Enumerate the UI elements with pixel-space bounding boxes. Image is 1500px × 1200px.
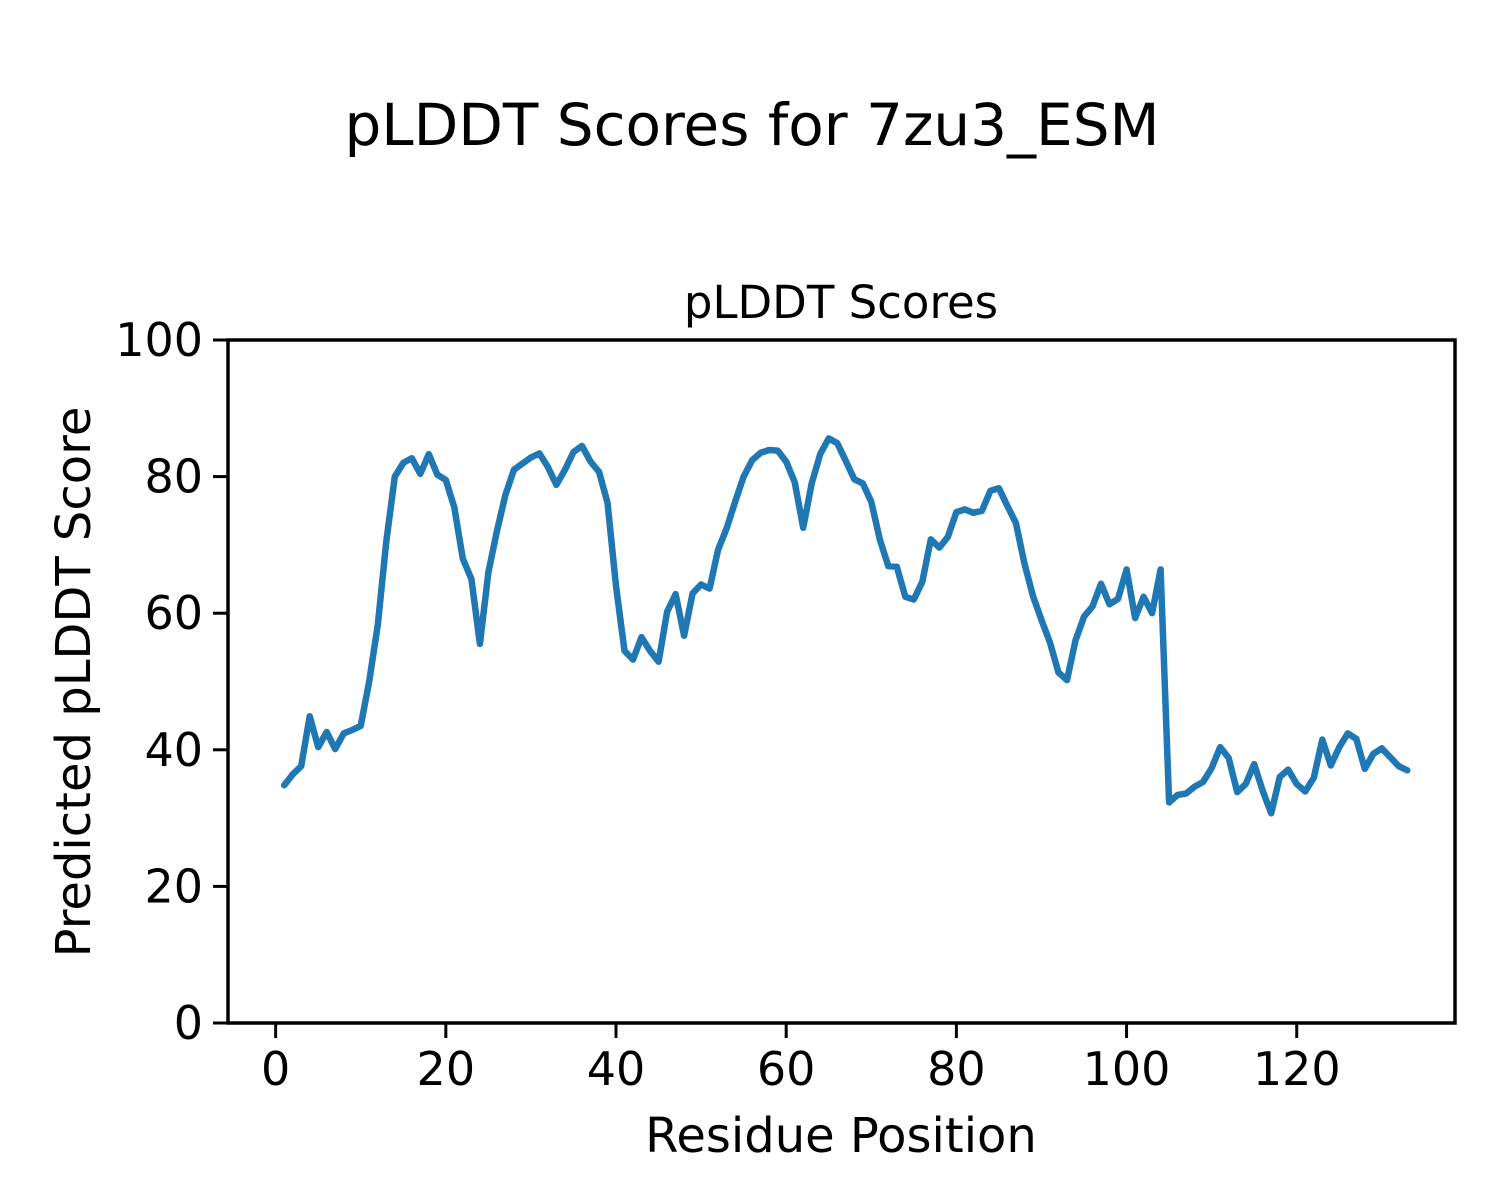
x-tick-label: 100 [1083,1042,1171,1096]
x-tick-label: 40 [587,1042,646,1096]
y-tick-label: 20 [144,859,203,913]
y-tick-label: 40 [144,723,203,777]
x-axis-label: Residue Position [645,1108,1037,1164]
x-tick-label: 120 [1253,1042,1341,1096]
plddt-series-line [280,435,1411,817]
x-tick-label: 20 [417,1042,476,1096]
axes-frame [226,338,1457,1025]
y-tick-label: 80 [144,450,203,504]
y-tick-label: 100 [115,313,203,367]
plot-area: 0 20 40 60 80 100 120 0 20 40 60 80 100 [115,313,1457,1096]
y-tick-label: 60 [144,586,203,640]
axes-title: pLDDT Scores [684,276,998,329]
x-tick-label: 80 [927,1042,986,1096]
figure-title: pLDDT Scores for 7zu3_ESM [344,91,1159,159]
x-tick-label: 60 [757,1042,816,1096]
x-tick-label: 0 [261,1042,290,1096]
y-axis-label: Predicted pLDDT Score [46,407,102,958]
y-tick-label: 0 [174,996,203,1050]
